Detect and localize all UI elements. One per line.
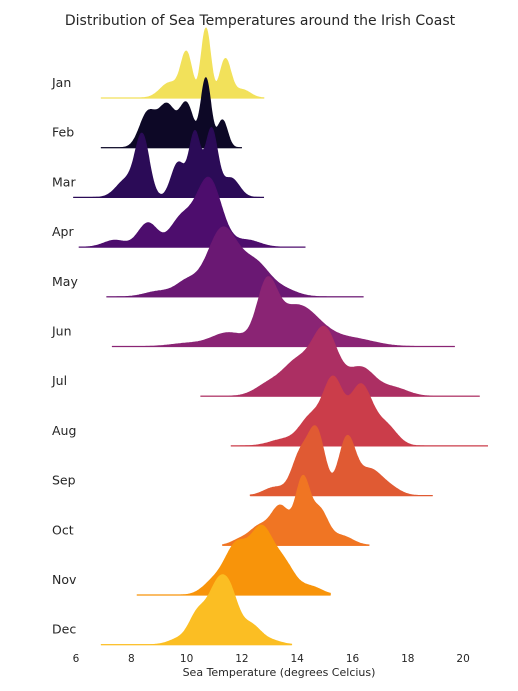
ridge-may: May: [52, 226, 364, 298]
month-label-may: May: [52, 274, 78, 289]
x-axis: 6 8 10 12 14 16 18 20: [73, 653, 470, 665]
month-label-oct: Oct: [52, 522, 74, 537]
month-label-mar: Mar: [52, 174, 76, 189]
ridge-area-jan: [100, 27, 265, 99]
ridge-area-feb: [100, 77, 242, 149]
month-label-apr: Apr: [52, 224, 74, 239]
x-tick-label: 14: [291, 653, 305, 665]
ridge-dec: Dec: [52, 574, 293, 646]
month-label-aug: Aug: [52, 423, 76, 438]
x-tick-label: 10: [180, 653, 193, 665]
ridge-jun: Jun: [51, 276, 455, 348]
x-tick-label: 12: [235, 653, 248, 665]
chart-title: Distribution of Sea Temperatures around …: [65, 13, 456, 29]
x-tick-label: 18: [401, 653, 414, 665]
month-label-dec: Dec: [52, 622, 76, 637]
month-label-nov: Nov: [52, 572, 77, 587]
x-tick-label: 20: [456, 653, 469, 665]
ridge-apr: Apr: [52, 176, 306, 248]
x-tick-label: 16: [346, 653, 360, 665]
x-tick-label: 8: [128, 653, 135, 665]
ridge-jan: Jan: [51, 27, 265, 99]
x-tick-label: 6: [73, 653, 80, 665]
ridge-aug: Aug: [52, 375, 488, 447]
ridge-feb: Feb: [52, 77, 242, 149]
ridge-area-apr: [78, 176, 306, 248]
ridge-area-sep: [249, 425, 433, 496]
x-axis-label: Sea Temperature (degrees Celcius): [183, 666, 376, 679]
month-label-jan: Jan: [51, 75, 71, 90]
month-label-feb: Feb: [52, 125, 74, 140]
ridge-area-mar: [73, 126, 264, 198]
ridge-mar: Mar: [52, 126, 265, 198]
ridges: Jan Feb Mar Apr May Jun Jul Aug Sep Oct Nov Dec: [51, 27, 488, 646]
ridge-area-jun: [111, 276, 455, 347]
month-label-jul: Jul: [51, 373, 67, 388]
ridge-sep: Sep: [52, 425, 433, 497]
month-label-jun: Jun: [51, 324, 72, 339]
month-label-sep: Sep: [52, 473, 76, 488]
